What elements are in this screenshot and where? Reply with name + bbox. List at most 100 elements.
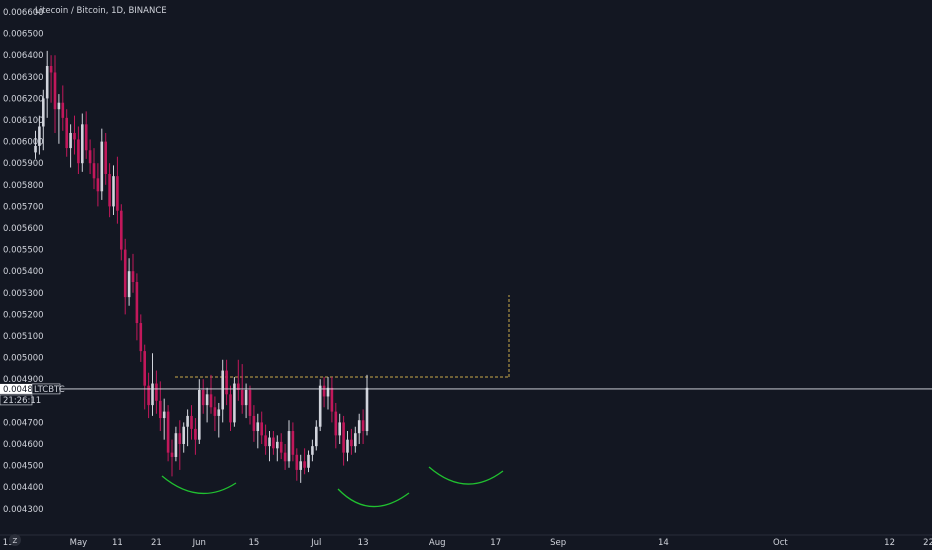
price-axis-label: 0.006100 bbox=[3, 116, 44, 126]
price-tag: 0.004855 LTCBTC 21:26:11 bbox=[0, 383, 65, 406]
time-axis-label: 12 bbox=[884, 538, 895, 548]
candle-body bbox=[135, 282, 139, 324]
time-axis[interactable]: 13May1121Jun15Jul13Aug17Sep14Oct1222Nov bbox=[3, 538, 932, 548]
candle-body bbox=[198, 390, 201, 440]
candle-body bbox=[143, 351, 146, 386]
candle-body bbox=[272, 437, 275, 449]
time-axis-label: 21 bbox=[151, 538, 162, 548]
candle-body bbox=[287, 431, 291, 462]
candle-body bbox=[104, 141, 107, 174]
candle-body bbox=[49, 66, 53, 73]
candle-body bbox=[84, 124, 88, 151]
price-axis-label: 0.006500 bbox=[3, 30, 44, 40]
candle-body bbox=[322, 385, 326, 397]
price-axis-label: 0.005700 bbox=[3, 202, 44, 212]
candle-body bbox=[162, 411, 166, 419]
price-axis-label: 0.005800 bbox=[3, 181, 44, 191]
candle-body bbox=[361, 420, 365, 432]
candle-body bbox=[354, 433, 357, 447]
candle-body bbox=[268, 437, 271, 447]
time-axis-label: Jun bbox=[192, 538, 206, 548]
candle-body bbox=[244, 390, 248, 406]
candle-body bbox=[190, 415, 193, 429]
time-axis-label: Oct bbox=[773, 538, 788, 548]
candle-body bbox=[100, 141, 104, 192]
candle-body bbox=[283, 452, 287, 462]
candle-body bbox=[92, 163, 96, 179]
price-axis-label: 0.005900 bbox=[3, 159, 44, 169]
candle-body bbox=[256, 422, 260, 432]
candle-body bbox=[77, 139, 80, 164]
candle-body bbox=[65, 117, 68, 149]
candle-body bbox=[182, 426, 185, 444]
candle-body bbox=[159, 400, 162, 419]
candle-body bbox=[112, 176, 115, 207]
price-axis-label: 0.005500 bbox=[3, 246, 44, 256]
price-axis-label: 0.005000 bbox=[3, 354, 44, 364]
time-axis-label: 13 bbox=[358, 538, 369, 548]
countdown-box bbox=[0, 394, 33, 406]
price-tag-box bbox=[0, 383, 32, 394]
price-axis-label: 0.005400 bbox=[3, 267, 44, 277]
candle-body bbox=[186, 415, 189, 427]
time-axis-label: 13 bbox=[3, 538, 14, 548]
price-axis-label: 0.006000 bbox=[3, 138, 44, 148]
candle-body bbox=[318, 385, 322, 427]
candle-body bbox=[365, 387, 369, 432]
candle-body bbox=[357, 420, 361, 434]
candle-body bbox=[326, 387, 330, 397]
candle-body bbox=[201, 390, 205, 406]
candle-body bbox=[260, 422, 263, 436]
left-shoulder-arc bbox=[161, 475, 237, 495]
price-axis-label: 0.006300 bbox=[3, 73, 44, 83]
price-axis-label: 0.004700 bbox=[3, 418, 44, 428]
candle-body bbox=[217, 409, 221, 416]
candle-body bbox=[166, 411, 170, 453]
price-axis-label: 0.005100 bbox=[3, 332, 44, 342]
corner-badge[interactable]: Z bbox=[9, 534, 21, 546]
symbol-tag-box bbox=[31, 383, 61, 395]
candle-body bbox=[311, 446, 314, 455]
candle-body bbox=[120, 210, 123, 250]
price-axis-label: 0.004500 bbox=[3, 462, 44, 472]
candle-body bbox=[205, 394, 209, 406]
candle-body bbox=[53, 72, 57, 110]
candle-body bbox=[209, 394, 213, 408]
candle-body bbox=[131, 271, 135, 282]
candle-body bbox=[194, 428, 197, 440]
price-axis-label: 0.005300 bbox=[3, 289, 44, 299]
price-tag-value: 0.004855 bbox=[3, 385, 44, 395]
candle-body bbox=[127, 271, 131, 298]
candle-body bbox=[221, 370, 224, 410]
candle-body bbox=[240, 390, 244, 406]
candle-body bbox=[330, 387, 334, 412]
candle-body bbox=[303, 461, 306, 468]
candle-body bbox=[233, 383, 236, 423]
candle-body bbox=[276, 441, 279, 449]
price-axis-label: 0.004300 bbox=[3, 505, 44, 515]
candle-body bbox=[155, 383, 158, 401]
candle-body bbox=[170, 452, 174, 457]
corner-badge-label: Z bbox=[13, 537, 18, 545]
candle-body bbox=[151, 383, 154, 406]
corner-badge-circle bbox=[9, 534, 21, 546]
candle-body bbox=[116, 176, 119, 211]
price-axis-label: 0.005600 bbox=[3, 224, 44, 234]
candle-body bbox=[225, 370, 228, 395]
symbol-tag: LTCBTC bbox=[34, 385, 65, 395]
candle-body bbox=[315, 426, 318, 447]
candle-body bbox=[73, 132, 76, 140]
candle-body bbox=[252, 415, 256, 432]
candle-body bbox=[229, 394, 232, 423]
countdown: 21:26:11 bbox=[3, 396, 41, 406]
candle-body bbox=[69, 132, 72, 149]
time-axis-label: 15 bbox=[248, 538, 259, 548]
pattern-layer bbox=[161, 466, 504, 508]
price-axis-label: 0.004400 bbox=[3, 483, 44, 493]
candle-body bbox=[81, 124, 84, 164]
price-axis[interactable]: 0.006600 0.006500 0.006400 0.006300 0.006200… bbox=[3, 8, 44, 515]
price-axis-label: 0.004900 bbox=[3, 375, 44, 385]
head-arc bbox=[337, 488, 410, 508]
